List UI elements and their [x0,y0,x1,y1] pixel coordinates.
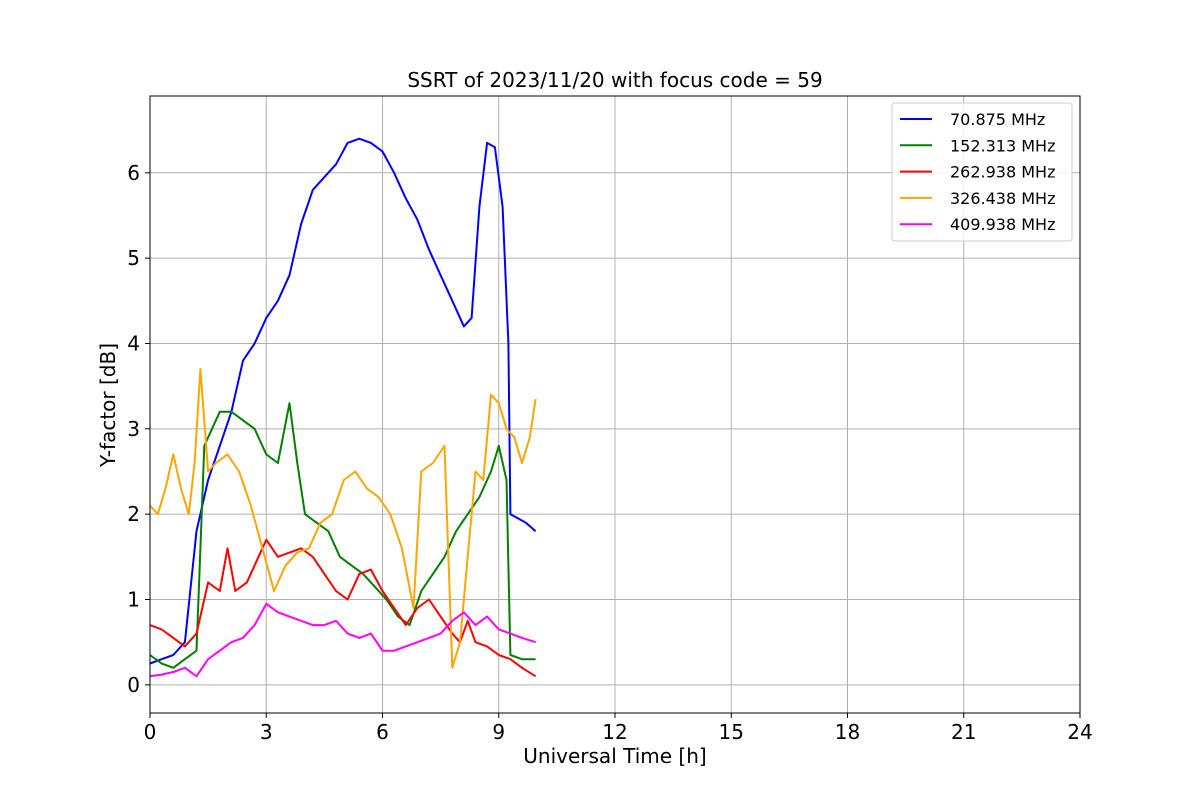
x-tick-label: 12 [602,720,627,744]
chart-title: SSRT of 2023/11/20 with focus code = 59 [407,68,822,92]
y-tick-label: 0 [127,673,140,697]
series-line-1 [149,402,536,669]
legend-label: 262.938 MHz [950,163,1055,182]
legend-label: 326.438 MHz [950,189,1055,208]
legend-label: 409.938 MHz [950,215,1055,234]
x-tick-label: 9 [492,720,505,744]
series-line-0 [149,137,537,665]
series-line-4 [149,602,536,678]
x-tick-label: 24 [1067,720,1092,744]
x-tick-label: 18 [835,720,860,744]
legend-frame [891,102,1073,242]
y-tick-label: 2 [127,502,140,526]
x-tick-label: 21 [951,720,976,744]
legend-label: 70.875 MHz [950,110,1045,129]
x-axis-label: Universal Time [h] [523,744,706,768]
x-tick-label: 15 [719,720,744,744]
legend: 70.875 MHz 152.313 MHz 262.938 MHz 326.438 … [891,102,1073,242]
y-tick-label: 1 [127,587,140,611]
x-tick-label: 3 [260,720,273,744]
x-tick-label: 6 [376,720,389,744]
y-tick-label: 3 [127,417,140,441]
y-tick-label: 6 [127,161,140,185]
x-tick-label: 0 [144,720,157,744]
y-tick-label: 5 [127,246,140,270]
series-line-2 [149,538,537,678]
series-layer [149,137,537,678]
series-line-3 [149,368,537,669]
legend-label: 152.313 MHz [950,136,1055,155]
y-tick-label: 4 [127,331,140,355]
y-axis-label: Y-factor [dB] [96,343,120,468]
